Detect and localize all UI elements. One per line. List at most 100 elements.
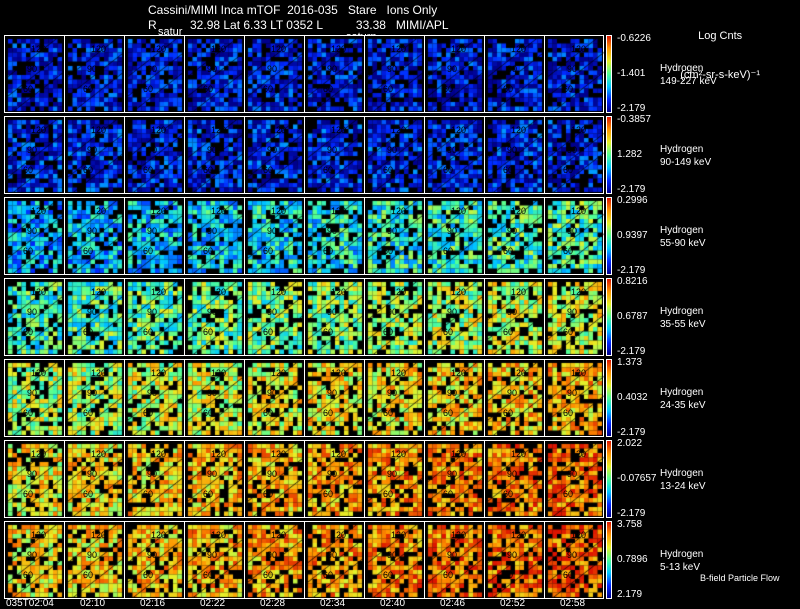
- image-panel: 120 90 60: [545, 36, 605, 112]
- image-panel: 120 90 60: [125, 36, 185, 112]
- angle-label: 60: [83, 570, 94, 580]
- image-panel: 120 90 60: [365, 360, 425, 436]
- image-panel: 120 90 60: [185, 441, 245, 517]
- image-panel: 120 90 60: [365, 522, 425, 598]
- image-panel: 120 90 60: [185, 522, 245, 598]
- image-panel: 120 90 60: [305, 522, 365, 598]
- angle-label: 60: [323, 246, 334, 256]
- angle-label: 90: [387, 307, 398, 317]
- angle-label: 120: [151, 44, 167, 54]
- angle-label: 90: [87, 64, 98, 74]
- colorbar-mid-label: 0.6787: [617, 311, 648, 322]
- angle-label: 90: [267, 469, 278, 479]
- colorbar: [606, 197, 612, 275]
- colorbar-mid-label: 1.282: [617, 149, 643, 160]
- angle-label: 60: [23, 408, 34, 418]
- angle-label: 90: [447, 469, 458, 479]
- angle-label: 60: [143, 408, 154, 418]
- image-panel: 120 90 60: [185, 198, 245, 274]
- angle-label: 60: [563, 570, 574, 580]
- angle-label: 60: [23, 84, 34, 94]
- angle-label: 60: [83, 408, 94, 418]
- angle-label: 60: [83, 489, 94, 499]
- angle-label: 90: [447, 64, 458, 74]
- spectrogram-row: 120 90 60 120 90 60 120 90 60 120 90 60 120 90 60 120 90…: [4, 116, 605, 194]
- spectrogram-row: 120 90 60 120 90 60 120 90 60 120 90 60 120 90 60 120 90…: [4, 359, 605, 437]
- colorbar-min-label: -2.179: [617, 265, 646, 276]
- image-panel: 120 90 60: [305, 279, 365, 355]
- species-label: Hydrogen 13-24 keV: [660, 468, 706, 492]
- angle-label: 120: [571, 206, 587, 216]
- image-panel: 120 90 60: [65, 522, 125, 598]
- angle-label: 90: [447, 145, 458, 155]
- angle-label: 120: [571, 449, 587, 459]
- image-panel: 120 90 60: [545, 198, 605, 274]
- angle-label: 90: [567, 550, 578, 560]
- image-panel: 120 90 60: [65, 279, 125, 355]
- colorbar: [606, 521, 612, 599]
- time-tick-label: 02:46: [440, 598, 466, 609]
- angle-label: 120: [571, 530, 587, 540]
- colorbar-mid-label: -0.07657: [617, 473, 657, 484]
- angle-label: 60: [443, 84, 454, 94]
- angle-label: 90: [447, 307, 458, 317]
- image-panel: 120 90 60: [125, 117, 185, 193]
- time-tick-label: 02:40: [380, 598, 406, 609]
- image-panel: 120 90 60: [125, 522, 185, 598]
- angle-label: 120: [391, 44, 407, 54]
- angle-label: 90: [327, 64, 338, 74]
- angle-label: 90: [207, 307, 218, 317]
- image-panel: 120 90 60: [65, 198, 125, 274]
- image-panel: 120 90 60: [245, 117, 305, 193]
- species-label: Hydrogen 5-13 keV: [660, 549, 704, 573]
- image-panel: 120 90 60: [245, 36, 305, 112]
- angle-label: 90: [267, 550, 278, 560]
- image-panel: 120 90 60: [545, 117, 605, 193]
- angle-label: 90: [507, 307, 518, 317]
- angle-label: 60: [443, 489, 454, 499]
- angle-label: 90: [207, 469, 218, 479]
- angle-label: 120: [91, 287, 107, 297]
- species-label: Hydrogen 90-149 keV: [660, 144, 712, 168]
- angle-label: 120: [571, 125, 587, 135]
- angle-label: 90: [267, 226, 278, 236]
- colorbar-min-label: -2.179: [617, 184, 646, 195]
- angle-label: 60: [143, 327, 154, 337]
- angle-label: 60: [203, 570, 214, 580]
- angle-label: 120: [391, 125, 407, 135]
- angle-label: 120: [271, 287, 287, 297]
- bfield-flow-label: B-field Particle Flow: [700, 573, 780, 583]
- image-panel: 120 90 60: [65, 36, 125, 112]
- angle-label: 90: [447, 550, 458, 560]
- angle-label: 90: [567, 307, 578, 317]
- colorbar-title-line2: (cm²-sr-s-keV)⁻¹: [680, 69, 760, 81]
- angle-label: 60: [23, 327, 34, 337]
- angle-label: 60: [503, 489, 514, 499]
- colorbar-min-label: -2.179: [617, 346, 646, 357]
- image-panel: 120 90 60: [425, 198, 485, 274]
- angle-label: 120: [451, 44, 467, 54]
- angle-label: 90: [27, 550, 38, 560]
- angle-label: 120: [151, 125, 167, 135]
- angle-label: 90: [327, 307, 338, 317]
- colorbar-min-label: -2.179: [617, 427, 646, 438]
- image-panel: 120 90 60: [365, 279, 425, 355]
- angle-label: 120: [511, 206, 527, 216]
- angle-label: 60: [23, 489, 34, 499]
- angle-label: 120: [571, 287, 587, 297]
- image-panel: 120 90 60: [425, 360, 485, 436]
- angle-label: 90: [87, 226, 98, 236]
- angle-label: 60: [383, 489, 394, 499]
- angle-label: 60: [383, 84, 394, 94]
- image-panel: 120 90 60: [65, 441, 125, 517]
- angle-label: 90: [447, 226, 458, 236]
- angle-label: 60: [143, 570, 154, 580]
- image-panel: 120 90 60: [245, 198, 305, 274]
- angle-label: 90: [447, 388, 458, 398]
- angle-label: 120: [211, 44, 227, 54]
- angle-label: 60: [203, 84, 214, 94]
- angle-label: 90: [87, 307, 98, 317]
- angle-label: 60: [563, 327, 574, 337]
- angle-label: 90: [267, 64, 278, 74]
- angle-label: 120: [151, 530, 167, 540]
